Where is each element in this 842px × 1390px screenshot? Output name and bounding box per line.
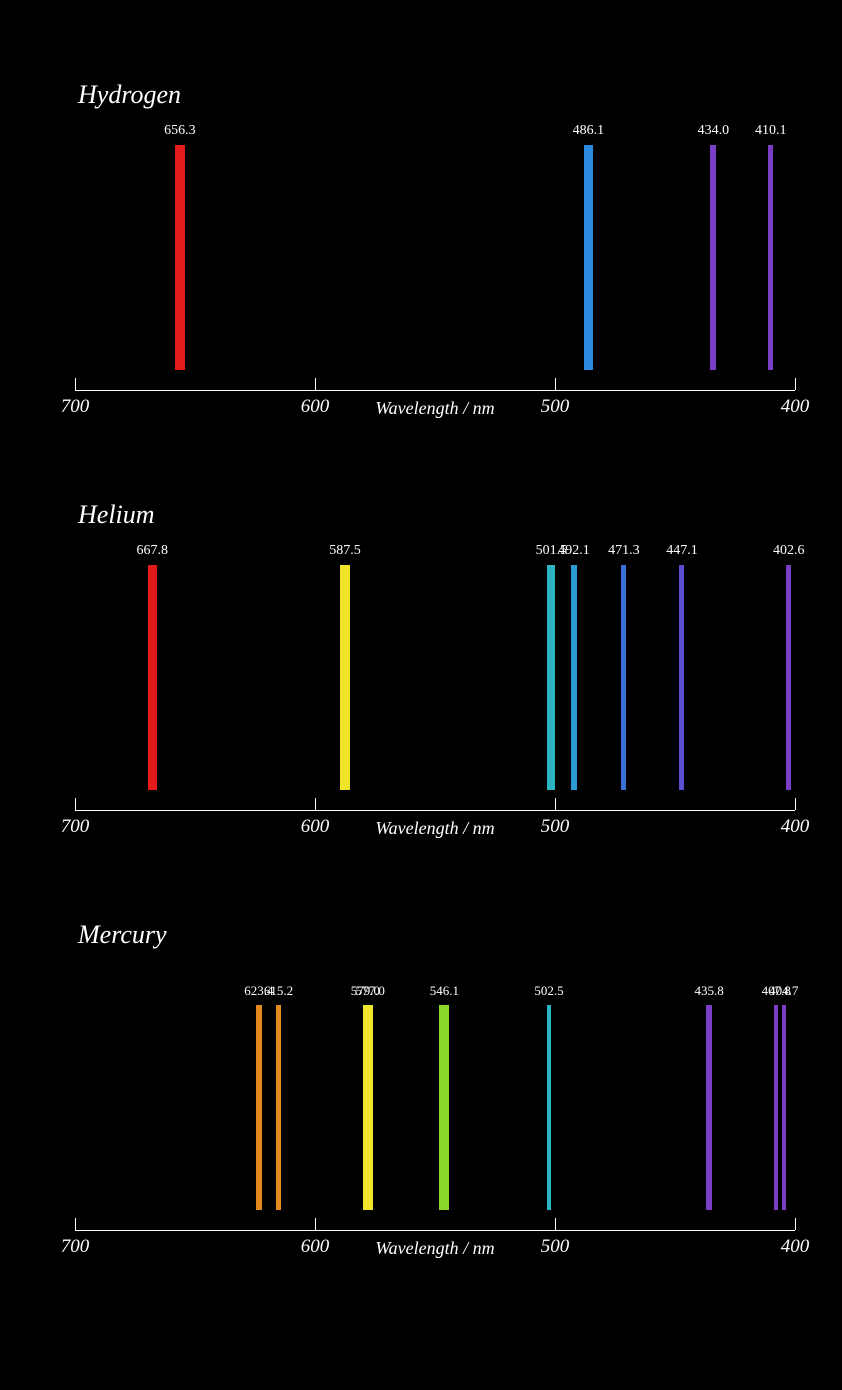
spectral-line [256, 1005, 262, 1210]
spectral-line-label: 447.1 [666, 543, 698, 559]
spectral-line [439, 1005, 449, 1210]
spectral-line [547, 1005, 551, 1210]
axis-tick-label: 600 [301, 396, 330, 418]
spectral-line [547, 565, 555, 790]
spectral-line [175, 145, 185, 370]
axis-tick [795, 798, 796, 810]
axis-title: Wavelength / nm [375, 398, 494, 419]
axis-tick-label: 400 [781, 396, 810, 418]
element-title-mercury: Mercury [78, 920, 167, 950]
axis-title: Wavelength / nm [375, 818, 494, 839]
spectral-line [768, 145, 773, 370]
spectral-line [340, 565, 350, 790]
axis-tick-label: 700 [61, 396, 90, 418]
axis-tick [315, 1218, 316, 1230]
axis-tick [315, 378, 316, 390]
spectral-line [368, 1005, 373, 1210]
axis-line [75, 390, 795, 391]
spectral-line [774, 1005, 778, 1210]
spectral-line-label: 435.8 [694, 983, 723, 999]
spectral-line-label: 434.0 [698, 123, 730, 139]
spectral-line [571, 565, 577, 790]
axis-tick [555, 1218, 556, 1230]
spectral-line-label: 577.0 [356, 983, 385, 999]
axis-tick [555, 378, 556, 390]
axis-tick [555, 798, 556, 810]
spectral-line-label: 546.1 [430, 983, 459, 999]
axis-line [75, 1230, 795, 1231]
axis-tick-label: 700 [61, 1236, 90, 1258]
spectral-line-label: 402.6 [773, 543, 805, 559]
axis-tick [315, 798, 316, 810]
spectral-line-label: 486.1 [573, 123, 605, 139]
axis-tick-label: 500 [541, 816, 570, 838]
spectral-line-label: 587.5 [329, 543, 361, 559]
spectral-line [786, 565, 791, 790]
axis-tick-label: 600 [301, 1236, 330, 1258]
axis-tick-label: 600 [301, 816, 330, 838]
axis-tick [75, 378, 76, 390]
spectral-line [148, 565, 157, 790]
spectral-line [584, 145, 593, 370]
spectral-line-label: 656.3 [164, 123, 196, 139]
element-title-helium: Helium [78, 500, 155, 530]
axis-tick-label: 500 [541, 396, 570, 418]
spectral-line [276, 1005, 281, 1210]
spectral-line-label: 667.8 [137, 543, 169, 559]
spectral-line-label: 410.1 [755, 123, 787, 139]
axis-tick [795, 378, 796, 390]
element-title-hydrogen: Hydrogen [78, 80, 181, 110]
spectral-line-label: 404.7 [769, 983, 798, 999]
spectral-line-label: 502.5 [534, 983, 563, 999]
spectral-line [621, 565, 626, 790]
axis-tick-label: 700 [61, 816, 90, 838]
axis-tick-label: 400 [781, 816, 810, 838]
spectral-line-label: 615.2 [264, 983, 293, 999]
axis-tick [75, 1218, 76, 1230]
axis-line [75, 810, 795, 811]
spectral-line [679, 565, 684, 790]
spectral-line-label: 471.3 [608, 543, 640, 559]
spectral-line [782, 1005, 786, 1210]
axis-tick [795, 1218, 796, 1230]
axis-title: Wavelength / nm [375, 1238, 494, 1259]
axis-tick [75, 798, 76, 810]
spectral-line-label: 492.1 [558, 543, 590, 559]
axis-tick-label: 400 [781, 1236, 810, 1258]
axis-tick-label: 500 [541, 1236, 570, 1258]
spectral-line [710, 145, 716, 370]
spectral-line [706, 1005, 712, 1210]
